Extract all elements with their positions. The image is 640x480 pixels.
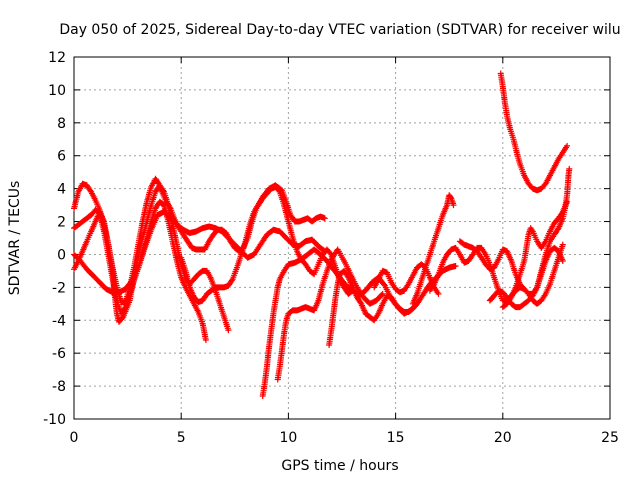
series-sat-o — [499, 198, 571, 311]
series-markers — [486, 165, 573, 311]
y-axis-tick-labels: -10 -8 -6 -4 -2 0 2 4 6 8 10 12 — [43, 50, 66, 428]
y-axis-label: SDTVAR / TECUs — [7, 181, 23, 296]
y-tick-label: 12 — [48, 50, 66, 66]
y-tick-label: 2 — [57, 215, 66, 231]
series-markers — [497, 70, 571, 194]
series-sat-c — [71, 182, 232, 334]
series-markers — [409, 192, 457, 307]
series-sat-e — [178, 184, 356, 306]
x-tick-label: 0 — [70, 430, 79, 446]
x-tick-label: 15 — [387, 430, 405, 446]
x-axis-label: GPS time / hours — [281, 458, 398, 474]
series-markers — [178, 184, 356, 306]
series-sat-l — [456, 238, 566, 307]
y-tick-label: 8 — [57, 116, 66, 132]
y-tick-label: -6 — [52, 346, 66, 362]
y-tick-label: -8 — [52, 379, 66, 395]
data-series — [71, 70, 573, 399]
series-sat-n — [486, 165, 573, 311]
series-markers — [499, 198, 571, 311]
chart-title: Day 050 of 2025, Sidereal Day-to-day VTE… — [59, 22, 620, 38]
x-tick-label: 10 — [279, 430, 297, 446]
series-sat-j — [409, 192, 457, 307]
y-tick-label: -2 — [52, 280, 66, 296]
x-tick-label: 25 — [601, 430, 619, 446]
y-tick-label: -10 — [43, 412, 66, 428]
x-tick-label: 5 — [177, 430, 186, 446]
y-tick-label: 0 — [57, 247, 66, 263]
y-tick-label: 4 — [57, 182, 66, 198]
series-markers — [274, 246, 386, 383]
series-markers — [71, 182, 232, 334]
x-tick-label: 20 — [494, 430, 512, 446]
series-sat-m — [497, 70, 571, 194]
y-tick-label: -4 — [52, 313, 66, 329]
x-axis-tick-labels: 0 5 10 15 20 25 — [70, 430, 619, 446]
plot-frame — [73, 56, 611, 420]
series-markers — [456, 238, 566, 307]
series-sat-g — [274, 246, 386, 383]
axis-ticks — [73, 56, 611, 420]
y-tick-label: 10 — [48, 83, 66, 99]
y-tick-label: 6 — [57, 149, 66, 165]
